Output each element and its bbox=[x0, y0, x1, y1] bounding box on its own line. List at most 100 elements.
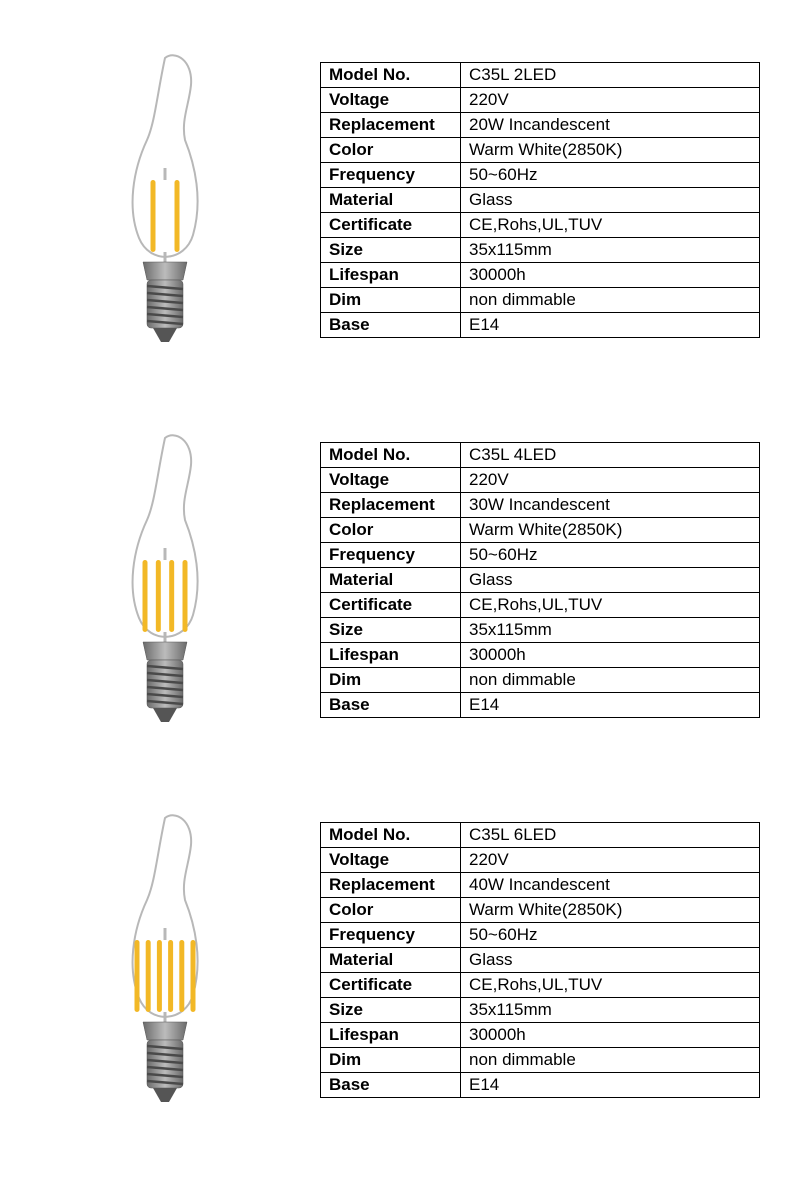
spec-label: Lifespan bbox=[321, 643, 461, 668]
spec-value: 35x115mm bbox=[461, 238, 760, 263]
table-row: Size35x115mm bbox=[321, 238, 760, 263]
spec-label: Voltage bbox=[321, 88, 461, 113]
spec-value: E14 bbox=[461, 313, 760, 338]
spec-label: Dim bbox=[321, 668, 461, 693]
spec-label: Frequency bbox=[321, 163, 461, 188]
table-row: CertificateCE,Rohs,UL,TUV bbox=[321, 213, 760, 238]
spec-table: Model No.C35L 6LEDVoltage220VReplacement… bbox=[320, 822, 760, 1098]
spec-value: Warm White(2850K) bbox=[461, 138, 760, 163]
spec-value: 220V bbox=[461, 88, 760, 113]
spec-table: Model No.C35L 2LEDVoltage220VReplacement… bbox=[320, 62, 760, 338]
table-row: ColorWarm White(2850K) bbox=[321, 518, 760, 543]
spec-label: Model No. bbox=[321, 63, 461, 88]
spec-value: Warm White(2850K) bbox=[461, 518, 760, 543]
spec-label: Material bbox=[321, 568, 461, 593]
spec-value: CE,Rohs,UL,TUV bbox=[461, 973, 760, 998]
table-row: Replacement40W Incandescent bbox=[321, 873, 760, 898]
spec-label: Size bbox=[321, 238, 461, 263]
spec-value: C35L 2LED bbox=[461, 63, 760, 88]
spec-value: Glass bbox=[461, 568, 760, 593]
spec-value: Warm White(2850K) bbox=[461, 898, 760, 923]
spec-label: Size bbox=[321, 998, 461, 1023]
spec-label: Color bbox=[321, 898, 461, 923]
table-row: Replacement30W Incandescent bbox=[321, 493, 760, 518]
spec-label: Frequency bbox=[321, 543, 461, 568]
spec-label: Lifespan bbox=[321, 1023, 461, 1048]
spec-value: 35x115mm bbox=[461, 618, 760, 643]
table-row: Dimnon dimmable bbox=[321, 288, 760, 313]
spec-label: Replacement bbox=[321, 873, 461, 898]
spec-label: Replacement bbox=[321, 113, 461, 138]
table-row: MaterialGlass bbox=[321, 188, 760, 213]
spec-value: 50~60Hz bbox=[461, 543, 760, 568]
table-row: Frequency50~60Hz bbox=[321, 543, 760, 568]
spec-label: Replacement bbox=[321, 493, 461, 518]
table-row: Size35x115mm bbox=[321, 618, 760, 643]
table-row: BaseE14 bbox=[321, 693, 760, 718]
spec-value: 30W Incandescent bbox=[461, 493, 760, 518]
spec-label: Base bbox=[321, 313, 461, 338]
table-row: Frequency50~60Hz bbox=[321, 163, 760, 188]
bulb-illustration bbox=[40, 790, 290, 1130]
table-row: Size35x115mm bbox=[321, 998, 760, 1023]
spec-label: Dim bbox=[321, 1048, 461, 1073]
spec-label: Model No. bbox=[321, 823, 461, 848]
spec-value: E14 bbox=[461, 693, 760, 718]
spec-value: 40W Incandescent bbox=[461, 873, 760, 898]
spec-label: Certificate bbox=[321, 973, 461, 998]
bulb-illustration bbox=[40, 410, 290, 750]
spec-value: 35x115mm bbox=[461, 998, 760, 1023]
table-row: ColorWarm White(2850K) bbox=[321, 898, 760, 923]
spec-label: Base bbox=[321, 693, 461, 718]
table-row: Model No.C35L 2LED bbox=[321, 63, 760, 88]
spec-value: Glass bbox=[461, 948, 760, 973]
table-row: Dimnon dimmable bbox=[321, 1048, 760, 1073]
spec-label: Base bbox=[321, 1073, 461, 1098]
spec-label: Size bbox=[321, 618, 461, 643]
spec-label: Certificate bbox=[321, 213, 461, 238]
spec-value: C35L 6LED bbox=[461, 823, 760, 848]
table-row: CertificateCE,Rohs,UL,TUV bbox=[321, 593, 760, 618]
spec-label: Color bbox=[321, 138, 461, 163]
table-row: Dimnon dimmable bbox=[321, 668, 760, 693]
table-row: Voltage220V bbox=[321, 468, 760, 493]
spec-value: non dimmable bbox=[461, 288, 760, 313]
table-row: CertificateCE,Rohs,UL,TUV bbox=[321, 973, 760, 998]
spec-label: Voltage bbox=[321, 848, 461, 873]
table-row: Voltage220V bbox=[321, 848, 760, 873]
spec-label: Color bbox=[321, 518, 461, 543]
spec-value: non dimmable bbox=[461, 668, 760, 693]
spec-label: Certificate bbox=[321, 593, 461, 618]
spec-table: Model No.C35L 4LEDVoltage220VReplacement… bbox=[320, 442, 760, 718]
table-row: Replacement20W Incandescent bbox=[321, 113, 760, 138]
spec-value: CE,Rohs,UL,TUV bbox=[461, 593, 760, 618]
table-row: MaterialGlass bbox=[321, 948, 760, 973]
spec-value: non dimmable bbox=[461, 1048, 760, 1073]
product-row: Model No.C35L 2LEDVoltage220VReplacement… bbox=[40, 30, 760, 370]
product-row: Model No.C35L 4LEDVoltage220VReplacement… bbox=[40, 410, 760, 750]
spec-value: 20W Incandescent bbox=[461, 113, 760, 138]
spec-value: 220V bbox=[461, 848, 760, 873]
spec-label: Dim bbox=[321, 288, 461, 313]
spec-label: Voltage bbox=[321, 468, 461, 493]
spec-value: Glass bbox=[461, 188, 760, 213]
bulb-illustration bbox=[40, 30, 290, 370]
spec-label: Material bbox=[321, 948, 461, 973]
spec-value: C35L 4LED bbox=[461, 443, 760, 468]
spec-value: 50~60Hz bbox=[461, 923, 760, 948]
product-spec-list: Model No.C35L 2LEDVoltage220VReplacement… bbox=[40, 30, 760, 1130]
spec-value: 50~60Hz bbox=[461, 163, 760, 188]
spec-label: Lifespan bbox=[321, 263, 461, 288]
spec-value: 30000h bbox=[461, 1023, 760, 1048]
spec-label: Model No. bbox=[321, 443, 461, 468]
spec-value: CE,Rohs,UL,TUV bbox=[461, 213, 760, 238]
table-row: Frequency50~60Hz bbox=[321, 923, 760, 948]
spec-value: 220V bbox=[461, 468, 760, 493]
table-row: Lifespan30000h bbox=[321, 643, 760, 668]
table-row: Model No.C35L 6LED bbox=[321, 823, 760, 848]
spec-label: Frequency bbox=[321, 923, 461, 948]
product-row: Model No.C35L 6LEDVoltage220VReplacement… bbox=[40, 790, 760, 1130]
table-row: Model No.C35L 4LED bbox=[321, 443, 760, 468]
spec-value: E14 bbox=[461, 1073, 760, 1098]
spec-label: Material bbox=[321, 188, 461, 213]
